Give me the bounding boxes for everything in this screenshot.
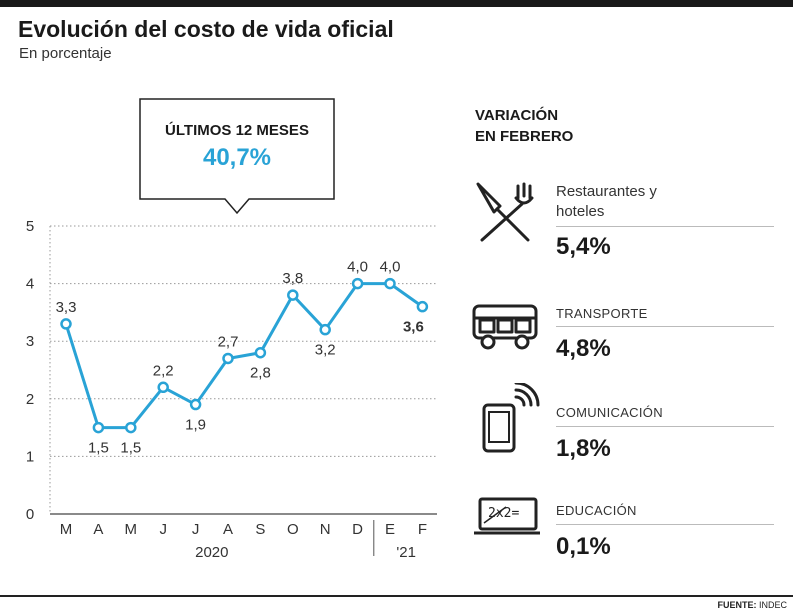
data-point — [60, 318, 72, 330]
y-tick-label: 5 — [26, 218, 34, 235]
callout: ÚLTIMOS 12 MESES 40,7% — [139, 98, 335, 200]
y-tick-label: 3 — [26, 333, 34, 350]
source-note: FUENTE: INDEC — [717, 600, 787, 610]
category-education: 2x2= EDUCACIÓN 0,1% — [470, 495, 780, 565]
data-point — [351, 277, 364, 290]
data-label: 3,6 — [403, 319, 424, 336]
data-point — [189, 398, 202, 411]
bus-icon — [472, 304, 538, 350]
data-label: 4,0 — [380, 259, 401, 276]
data-label: 3,3 — [56, 299, 77, 316]
data-label: 2,2 — [153, 362, 174, 379]
y-tick-label: 0 — [26, 506, 34, 523]
data-point — [254, 346, 267, 359]
x-tick-label: M — [60, 521, 73, 538]
y-tick-label: 2 — [26, 391, 34, 408]
bottom-rule — [0, 595, 793, 597]
category-transport: TRANSPORTE 4,8% — [470, 298, 780, 368]
category-label-line1: Restaurantes y — [556, 183, 657, 200]
source-name: INDEC — [758, 600, 787, 610]
category-divider — [556, 226, 774, 227]
callout-box — [139, 98, 335, 215]
data-label: 1,9 — [185, 417, 206, 434]
x-tick-label: D — [352, 521, 363, 538]
category-label-line2: hoteles — [556, 203, 605, 220]
category-label: COMUNICACIÓN — [556, 405, 663, 420]
category-value: 0,1% — [556, 533, 611, 560]
x-tick-label: F — [418, 521, 427, 538]
category-divider — [556, 524, 774, 525]
category-label: TRANSPORTE — [556, 306, 648, 321]
chart-subtitle: En porcentaje — [19, 45, 112, 62]
y-tick-label: 4 — [26, 276, 34, 293]
callout-label: ÚLTIMOS 12 MESES — [165, 122, 309, 139]
data-point — [416, 300, 429, 313]
category-label: EDUCACIÓN — [556, 503, 637, 518]
x-tick-label: A — [93, 521, 103, 538]
variation-title-line1: VARIACIÓN — [475, 107, 559, 124]
data-label: 2,7 — [218, 333, 239, 350]
chart-title: Evolución del costo de vida oficial — [18, 16, 394, 42]
data-label: 1,5 — [88, 440, 109, 457]
category-restaurants: Restaurantes y hoteles 5,4% — [470, 178, 780, 268]
variation-title: VARIACIÓN EN FEBRERO — [475, 105, 573, 147]
x-tick-label: N — [320, 521, 331, 538]
callout-value: 40,7% — [202, 144, 272, 171]
variation-title-line2: EN FEBRERO — [475, 128, 574, 145]
utensils-icon — [476, 182, 534, 242]
smartphone-icon — [482, 383, 540, 453]
data-label: 3,2 — [315, 342, 336, 359]
x-tick-label: J — [159, 521, 167, 538]
category-value: 1,8% — [556, 435, 611, 462]
year-label: 2020 — [195, 544, 228, 561]
data-label: 2,8 — [250, 365, 271, 382]
x-tick-label: E — [385, 521, 395, 538]
x-tick-label: M — [125, 521, 138, 538]
data-point — [92, 421, 105, 434]
y-tick-label: 1 — [26, 448, 34, 465]
x-tick-label: O — [287, 521, 299, 538]
series-line — [64, 282, 424, 430]
data-point — [157, 381, 169, 394]
top-bar — [0, 0, 793, 7]
data-point — [222, 352, 234, 365]
category-label: Restaurantes y hoteles — [556, 182, 657, 222]
data-label: 3,8 — [282, 270, 303, 287]
category-divider — [556, 326, 774, 327]
year-label: '21 — [396, 544, 416, 561]
x-tick-label: S — [255, 521, 265, 538]
category-value: 5,4% — [556, 233, 611, 260]
data-label: 1,5 — [120, 440, 141, 457]
data-point — [384, 277, 396, 290]
category-divider — [556, 426, 774, 427]
category-value: 4,8% — [556, 335, 611, 362]
blackboard-icon: 2x2= — [474, 497, 540, 535]
x-tick-label: A — [223, 521, 233, 538]
data-point — [125, 421, 137, 434]
data-label: 4,0 — [347, 259, 368, 276]
svg-text:2x2=: 2x2= — [488, 506, 519, 521]
data-point — [319, 323, 331, 336]
category-communication: COMUNICACIÓN 1,8% — [470, 383, 780, 468]
source-label: FUENTE: — [717, 600, 757, 610]
data-point — [287, 289, 299, 301]
x-tick-label: J — [192, 521, 200, 538]
